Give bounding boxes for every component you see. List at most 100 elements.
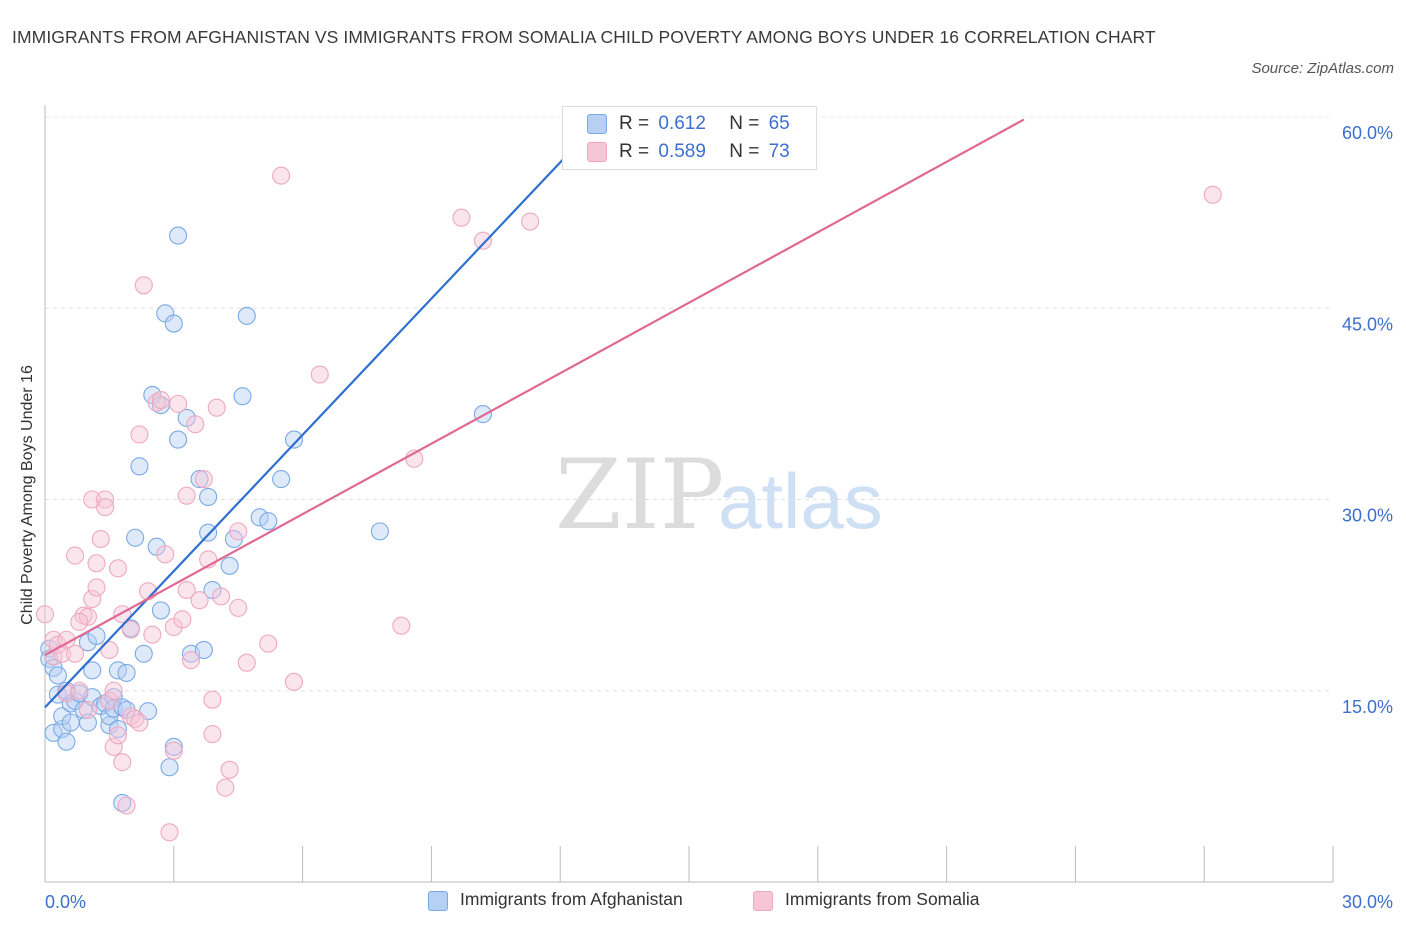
point-series0-40 xyxy=(160,758,179,777)
point-series0-57 xyxy=(259,512,278,531)
point-series1-49 xyxy=(194,470,213,489)
point-series1-60 xyxy=(259,634,278,653)
point-series1-72 xyxy=(66,644,85,663)
point-series1-22 xyxy=(104,737,123,756)
point-series0-44 xyxy=(169,226,188,245)
point-series0-64 xyxy=(83,661,102,680)
stats-legend: R = 0.612 N = 65 R = 0.589 N = 73 xyxy=(562,106,817,170)
point-series1-63 xyxy=(310,365,329,384)
point-series1-59 xyxy=(237,653,256,672)
point-series1-66 xyxy=(452,208,471,227)
point-series1-28 xyxy=(121,620,140,639)
point-series0-24 xyxy=(108,719,128,739)
trend-line-series0 xyxy=(44,116,604,709)
x-tick-label-1: 30.0% xyxy=(1342,892,1393,912)
point-series1-61 xyxy=(272,166,291,185)
point-series1-17 xyxy=(96,490,115,509)
tick-labels: 15.0% 30.0% 45.0% 60.0% 0.0% 30.0% xyxy=(45,123,1393,912)
point-series0-48 xyxy=(194,640,213,660)
point-series1-31 xyxy=(130,425,149,444)
point-series1-54 xyxy=(211,587,231,606)
point-series1-51 xyxy=(203,690,222,709)
chart-title: IMMIGRANTS FROM AFGHANISTAN VS IMMIGRANT… xyxy=(12,27,1156,47)
point-series0-9 xyxy=(61,713,80,732)
axes xyxy=(44,105,1334,883)
point-series1-67 xyxy=(473,231,492,250)
somalia-swatch xyxy=(587,142,607,162)
point-series1-41 xyxy=(164,741,183,760)
point-series0-4 xyxy=(48,666,67,685)
point-series0-58 xyxy=(272,470,291,489)
point-series0-14 xyxy=(78,713,97,732)
point-series1-33 xyxy=(134,276,153,295)
data-points xyxy=(35,107,1222,842)
y-tick-label-3: 60.0% xyxy=(1342,123,1393,143)
point-series0-47 xyxy=(190,470,209,489)
point-series1-0 xyxy=(35,605,55,624)
point-series1-44 xyxy=(177,486,196,505)
point-series1-58 xyxy=(229,522,248,541)
point-series0-55 xyxy=(237,306,256,325)
point-series1-55 xyxy=(216,778,235,797)
point-series1-27 xyxy=(117,796,136,815)
trend-line-series1 xyxy=(44,118,1025,657)
point-series1-70 xyxy=(1203,185,1222,204)
point-series0-50 xyxy=(199,487,218,507)
point-series1-12 xyxy=(83,589,102,609)
point-series1-38 xyxy=(156,545,175,564)
y-tick-label-1: 30.0% xyxy=(1342,506,1393,526)
somalia-stats: R = 0.589 N = 73 xyxy=(619,141,790,162)
y-tick-label-2: 45.0% xyxy=(1342,314,1393,334)
point-series0-43 xyxy=(169,430,188,449)
legend-label-afghanistan: Immigrants from Afghanistan xyxy=(460,889,683,909)
point-series1-42 xyxy=(169,394,188,413)
point-series0-59 xyxy=(284,430,304,449)
point-series0-60 xyxy=(370,522,389,541)
afghanistan-stats: R = 0.612 N = 65 xyxy=(619,113,790,134)
point-series1-18 xyxy=(96,498,115,517)
y-tick-label-0: 15.0% xyxy=(1342,697,1393,717)
point-series1-32 xyxy=(130,713,149,732)
watermark-atlas: atlas xyxy=(718,457,883,545)
point-series1-43 xyxy=(173,610,192,629)
point-series1-52 xyxy=(203,725,222,744)
point-series1-19 xyxy=(100,640,119,660)
point-series1-10 xyxy=(78,607,97,626)
point-series1-47 xyxy=(186,415,205,434)
point-series1-64 xyxy=(392,616,411,635)
point-series0-29 xyxy=(117,663,136,682)
x-tick-label-0: 0.0% xyxy=(45,892,86,912)
point-series0-8 xyxy=(57,732,76,751)
legend-label-somalia: Immigrants from Somalia xyxy=(785,889,980,909)
legend-swatch-afghanistan xyxy=(428,891,448,911)
afghanistan-swatch xyxy=(587,114,607,134)
point-series1-71 xyxy=(70,612,89,631)
point-series1-23 xyxy=(108,726,128,745)
legend-swatch-somalia xyxy=(753,891,773,911)
point-series1-7 xyxy=(66,546,85,565)
point-series1-57 xyxy=(229,598,248,617)
point-series0-31 xyxy=(126,528,145,547)
y-axis-label: Child Poverty Among Boys Under 16 xyxy=(19,365,36,625)
point-series1-62 xyxy=(284,672,304,691)
point-series1-8 xyxy=(70,681,89,700)
point-series1-37 xyxy=(151,390,170,410)
point-series1-20 xyxy=(100,691,119,711)
point-series0-33 xyxy=(134,644,153,663)
point-series1-45 xyxy=(177,580,196,600)
point-series1-15 xyxy=(87,554,106,573)
point-series0-56 xyxy=(250,508,269,527)
chart-source: Source: ZipAtlas.com xyxy=(1251,60,1394,77)
point-series1-35 xyxy=(143,625,162,644)
point-series1-56 xyxy=(220,760,239,779)
point-series1-53 xyxy=(207,398,226,417)
point-series0-41 xyxy=(164,737,183,756)
point-series0-32 xyxy=(130,457,149,476)
point-series1-21 xyxy=(104,681,123,700)
point-series0-2 xyxy=(44,723,63,742)
point-series0-49 xyxy=(199,523,218,542)
point-series1-25 xyxy=(113,753,132,772)
point-series1-39 xyxy=(160,823,179,842)
